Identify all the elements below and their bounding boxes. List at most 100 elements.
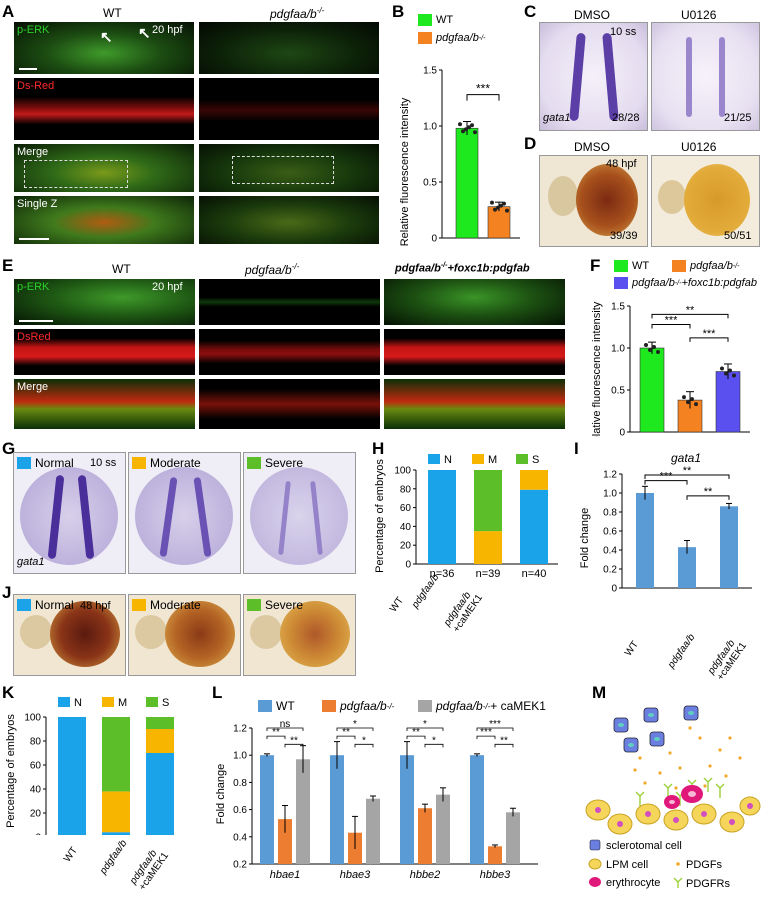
j-label-severe: Severe: [247, 598, 303, 612]
i-bar: [678, 547, 696, 588]
i-sig-bracket: [644, 474, 730, 479]
k-bar-n: [146, 753, 174, 835]
b-legend-wt: WT: [418, 14, 453, 26]
m-receptors: [635, 777, 725, 806]
e-row-label-perk: p-ERK: [17, 281, 50, 293]
i-sig-bracket: [644, 480, 688, 485]
l-bar: [330, 755, 344, 864]
e-mut-merge-image: [199, 379, 380, 429]
e-wt-perk-image: [14, 279, 195, 325]
f-data-point: [728, 368, 732, 373]
l-sig-bracket: [354, 743, 374, 748]
h-n-label: n=39: [476, 568, 501, 580]
l-bar: [506, 812, 520, 864]
a-row-label-merge: Merge: [17, 146, 49, 158]
j-normal-embryo-image: [13, 594, 126, 676]
l-legend-mut: pdgfaa/b -/-: [322, 699, 394, 713]
a-mut-perk-image: [199, 22, 379, 74]
l-sig-label: *: [423, 719, 427, 730]
m-legend-pdgf-icon: [676, 862, 680, 866]
f-legend-rescue: pdgfaa/b -/- +foxc1b:pdgfab: [614, 277, 757, 289]
f-legend-mut: pdgfaa/b -/-: [672, 260, 739, 272]
i-y-tick-label: 0.6: [603, 527, 617, 538]
i-sig-label: **: [683, 465, 692, 477]
k-legend-label: N: [74, 697, 82, 709]
l-x-category: hbbe2: [410, 869, 441, 881]
l-sig-bracket: [406, 727, 444, 731]
panel-label-a: A: [2, 2, 15, 21]
k-y-tick-label: 20: [30, 809, 42, 820]
i-bar: [636, 493, 654, 588]
m-lpm-cells: [585, 796, 761, 835]
chart-l: Fold change 0.20.40.60.81.01.2hbae1ns***…: [215, 719, 538, 881]
a-row-label-perk: p-ERK: [17, 24, 50, 36]
a-mut-dsred-image: [199, 78, 379, 140]
i-y-tick-label: 1.2: [603, 470, 617, 481]
l-sig-bracket: [336, 727, 374, 731]
m-legend-receptor-icon: [673, 877, 683, 888]
l-sig-bracket: [266, 727, 304, 731]
g-label-moderate: Moderate: [132, 456, 201, 470]
k-bar-m: [102, 791, 130, 833]
e-col-wt: WT: [112, 262, 131, 276]
f-sig-label: **: [686, 304, 695, 316]
a-mut-singlez-image: [199, 196, 379, 244]
f-y-tick-label: 0.5: [611, 386, 625, 397]
h-xcat-rescue: pdgfaa/b +caMEK1: [442, 590, 486, 635]
l-bar: [436, 794, 450, 864]
e-col-mut: pdgfaa/b-/-: [245, 262, 300, 277]
a-arrow-icon: ↖: [138, 25, 151, 42]
c-col-u0126: U0126: [681, 8, 717, 22]
k-xcat-mut: pdgfaa/b: [98, 838, 130, 877]
k-legend-swatch: [146, 697, 158, 707]
h-y-tick-label: 40: [400, 522, 412, 533]
l-y-tick-label: 0.2: [233, 860, 247, 871]
l-sig-bracket: [266, 735, 286, 740]
m-legend-pdgfrs: PDGFRs: [686, 878, 731, 890]
b-data-point: [505, 208, 509, 213]
a-wt-dsred-image: [14, 78, 194, 140]
f-data-point: [720, 366, 724, 371]
b-data-point: [467, 125, 471, 130]
l-sig-label: **: [500, 735, 508, 746]
f-data-point: [690, 397, 694, 402]
f-data-point: [656, 350, 660, 354]
e-scale-bar: [19, 320, 53, 322]
m-legend-erythrocyte-icon: [589, 877, 601, 887]
l-y-axis-label: Fold change: [215, 764, 227, 825]
l-sig-bracket: [476, 735, 496, 740]
b-bar: [455, 127, 479, 239]
panel-label-b: B: [392, 2, 405, 21]
b-data-point: [461, 129, 465, 134]
i-sig-label: **: [704, 486, 713, 498]
l-y-tick-label: 1.0: [233, 751, 247, 762]
l-bar: [400, 755, 414, 864]
l-sig-label: *: [362, 735, 366, 746]
l-sig-bracket: [284, 743, 304, 748]
a-scale-bar-bottom: [19, 238, 49, 240]
c-dmso-embryo-image: [539, 22, 648, 131]
h-legend-label: N: [444, 454, 452, 466]
e-row-label-dsred: DsRed: [17, 331, 51, 343]
c-count-u0126: 21/25: [724, 112, 752, 124]
m-legend-sclerotomal-icon: [589, 839, 601, 851]
l-y-tick-label: 1.2: [233, 724, 247, 735]
chart-f: Relative fluorescence intensity 0 0.5 1.0 1…: [591, 301, 750, 437]
j-moderate-embryo-image: [128, 594, 241, 676]
i-y-tick-label: 0: [611, 584, 617, 593]
h-legend-label: M: [488, 454, 497, 466]
panel-a-col-mut: pdgfaa/b-/-: [270, 6, 325, 21]
l-y-tick-label: 0.6: [233, 805, 247, 816]
f-y-tick-label: 1.0: [611, 344, 625, 355]
h-y-tick-label: 80: [400, 484, 412, 495]
j-stage-label: 48 hpf: [80, 600, 111, 612]
i-y-tick-label: 0.4: [603, 546, 617, 557]
k-bar-n: [58, 717, 86, 835]
i-bar: [720, 506, 738, 588]
b-sig-label: ***: [476, 82, 490, 96]
h-bar-s: [474, 470, 502, 532]
f-data-point: [682, 395, 686, 400]
m-legend-lpm-icon: [588, 858, 602, 870]
e-stage-label: 20 hpf: [152, 281, 183, 293]
b-y-tick-label: 1.5: [423, 66, 437, 77]
